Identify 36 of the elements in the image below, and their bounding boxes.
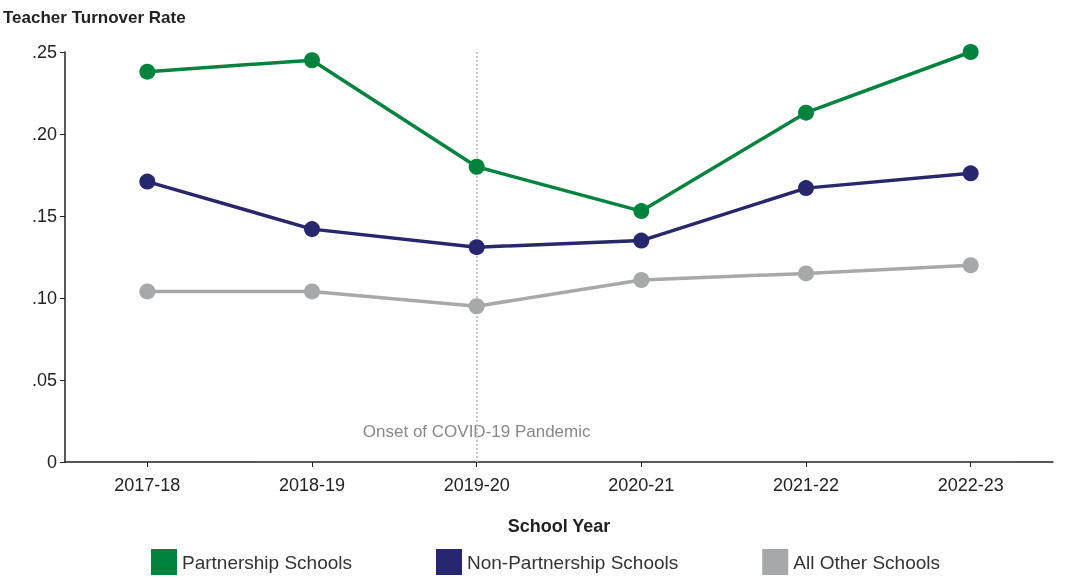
point [962,165,979,182]
y-tick-label: .05 [31,370,57,390]
y-tick-label: .25 [31,42,57,62]
point [798,180,814,197]
x-tick-label: 2022-23 [937,475,1004,495]
point [468,158,485,175]
y-tick-label: .20 [31,124,57,144]
x-tick-label: 2020-21 [608,475,675,495]
x-tick-label: 2019-20 [443,475,510,495]
legend-label: All Other Schools [793,551,941,573]
x-tick-label: 2021-22 [772,475,840,495]
point [139,283,156,300]
point [139,173,156,190]
point [798,104,814,121]
ref-line-label: Onset of COVID-19 Pandemic [362,422,592,441]
y-tick-label: 0 [46,452,57,472]
legend-label: Partnership Schools [181,551,353,573]
point [633,232,650,249]
point [304,52,320,69]
point [633,271,650,288]
point [798,265,814,282]
x-axis-title: School Year [507,516,611,536]
x-tick-label: 2018-19 [278,475,346,495]
point [304,283,320,300]
point [139,63,156,80]
point [304,221,320,238]
y-tick-label: .10 [31,288,57,308]
point [962,44,979,60]
point [962,257,979,274]
point [468,239,485,256]
y-axis-title: Teacher Turnover Rate [3,8,186,27]
y-tick-label: .15 [31,206,57,226]
point [468,298,485,315]
point [633,203,650,220]
x-tick-label: 2017-18 [114,475,181,495]
legend-label: Non-Partnership Schools [467,551,679,573]
